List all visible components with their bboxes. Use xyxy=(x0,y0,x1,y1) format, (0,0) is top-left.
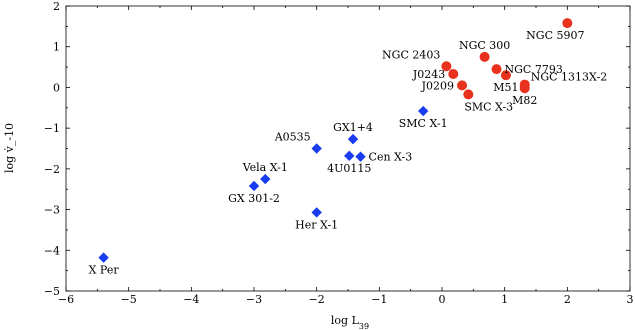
point-vela-x-1 xyxy=(260,173,271,185)
label-j0243: J0243 xyxy=(412,68,445,81)
label-4u0115: 4U0115 xyxy=(327,162,371,175)
label-smc-x-3: SMC X-3 xyxy=(464,100,513,113)
x-tick-label: −1 xyxy=(371,293,387,306)
label-gx-301-2: GX 301-2 xyxy=(228,192,280,205)
point-a0535 xyxy=(311,143,322,154)
label-ngc-300: NGC 300 xyxy=(459,39,510,52)
point-cen-x-3 xyxy=(355,151,366,162)
plot-frame xyxy=(65,5,631,292)
point-j0209 xyxy=(457,80,468,91)
y-tick-label: 1 xyxy=(53,41,60,54)
label-vela-x-1: Vela X-1 xyxy=(242,161,288,174)
point-m82 xyxy=(519,83,530,94)
label-gx1-4: GX1+4 xyxy=(333,121,373,134)
point-ngc-2403 xyxy=(441,61,452,72)
point-m51 xyxy=(500,70,511,81)
x-tick-label: 2 xyxy=(564,293,571,306)
label-x-per: X Per xyxy=(89,264,120,277)
x-tick-label: −3 xyxy=(246,293,262,306)
point-gx-301-2 xyxy=(248,180,260,192)
x-tick-label: −5 xyxy=(121,293,137,306)
point-smc-x-1 xyxy=(418,105,429,117)
label-ngc-2403: NGC 2403 xyxy=(382,48,440,61)
plot-border xyxy=(65,5,631,292)
point-x-per xyxy=(98,252,109,263)
label-j0209: J0209 xyxy=(421,79,454,92)
y-tick-label: 0 xyxy=(53,81,60,94)
y-tick-label: −1 xyxy=(44,122,60,135)
point-her-x-1 xyxy=(311,207,322,218)
x-tick-label: −6 xyxy=(58,293,74,306)
label-smc-x-1: SMC X-1 xyxy=(399,117,448,130)
point-labels: X Per GX 301-2 Vela X-1 Her X-1 A0535 4U0115 G… xyxy=(89,29,608,277)
data-points xyxy=(98,18,573,263)
x-tick-label: 0 xyxy=(439,293,446,306)
label-ngc-1313x-2: NGC 1313X-2 xyxy=(531,71,607,84)
x-tick-label: −2 xyxy=(309,293,325,306)
x-axis-label: log L39 xyxy=(331,314,369,330)
y-tick-label: −2 xyxy=(44,163,60,176)
x-tick-label: 3 xyxy=(627,293,634,306)
y-tick-label: −3 xyxy=(44,204,60,217)
x-tick-label: −4 xyxy=(183,293,199,306)
y-tick-label: −4 xyxy=(44,244,60,257)
y-axis-label: log v̇_-10 xyxy=(3,123,16,173)
point-ngc-300 xyxy=(479,51,490,62)
x-tick-label: 1 xyxy=(501,293,508,306)
point-j0243 xyxy=(448,68,459,79)
label-m51: M51 xyxy=(493,81,518,94)
point-ngc-5907 xyxy=(562,18,573,29)
point-gx1-4 xyxy=(347,133,359,145)
y-tick-label: −5 xyxy=(44,285,60,298)
label-cen-x-3: Cen X-3 xyxy=(369,151,413,164)
label-a0535: A0535 xyxy=(274,131,311,144)
label-m82: M82 xyxy=(512,94,537,107)
label-ngc-7793: NGC 7793 xyxy=(505,63,563,76)
label-her-x-1: Her X-1 xyxy=(295,218,338,231)
point-smc-x-3 xyxy=(463,89,474,100)
y-tick-label: 2 xyxy=(53,0,60,13)
label-ngc-5907: NGC 5907 xyxy=(526,29,584,42)
point-ngc-7793 xyxy=(491,64,502,75)
point-4u0115 xyxy=(344,150,355,162)
